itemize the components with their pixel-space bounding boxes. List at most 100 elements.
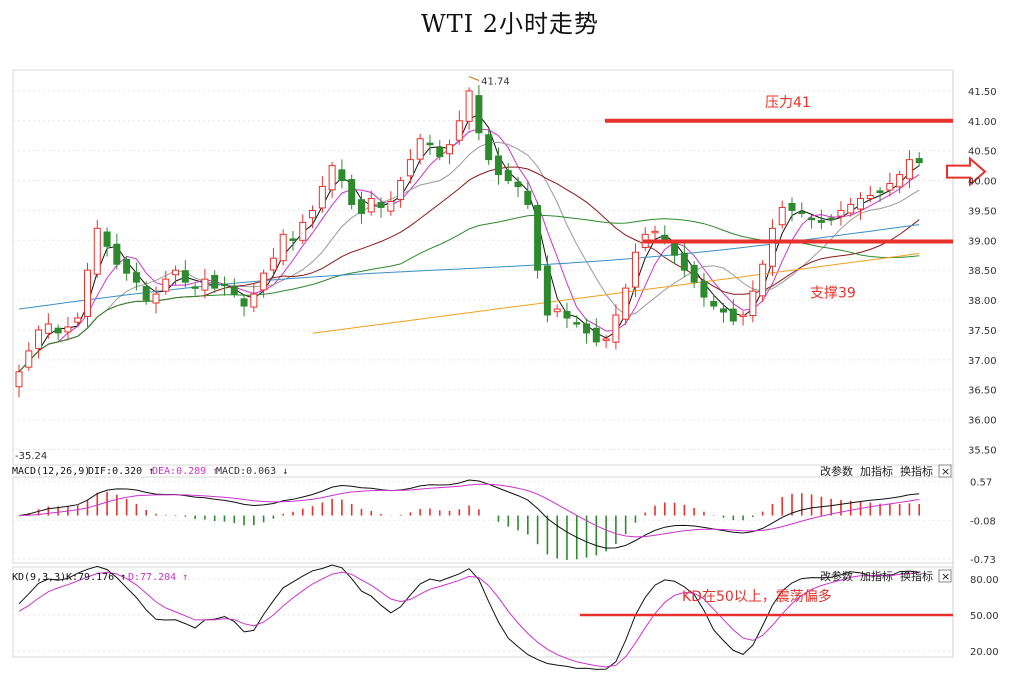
candle-body (504, 170, 512, 182)
candle-body (524, 190, 532, 205)
candle-body (896, 174, 904, 188)
candle-body (622, 287, 630, 320)
candle-body (377, 201, 385, 208)
candle-body (543, 265, 551, 316)
candle-body (680, 252, 688, 271)
price-tick-label: 38.00 (968, 296, 997, 307)
kd-tick-label: 20.00 (970, 647, 999, 658)
candle-body (866, 194, 874, 199)
candle-body (631, 251, 639, 288)
chart-frame (12, 69, 954, 658)
ma-line-10 (18, 141, 920, 373)
ma-line-40 (18, 214, 920, 373)
price-tick-label: 41.00 (968, 117, 997, 128)
candle-body (260, 272, 268, 291)
chart-title: WTI 2小时走势 (420, 10, 600, 38)
right-arrow-icon (946, 156, 987, 187)
candle-body (749, 290, 757, 317)
price-tick-label: 37.00 (968, 356, 997, 367)
ma-line-20 (18, 166, 920, 373)
candle-body (211, 275, 219, 289)
macd-label: MACD:0.063 ↓ (216, 466, 288, 477)
axes: 41.50 41.00 40.50 40.00 39.50 39.00 38.50 38.00… (15, 76, 997, 462)
candle-body (827, 217, 835, 221)
candle-body (289, 238, 297, 241)
candle-body (328, 165, 336, 191)
annotations: 压力41 支撑39 (605, 95, 987, 302)
macd-tick-label: -0.08 (970, 516, 996, 527)
candle-body (15, 371, 23, 388)
candle-body (671, 243, 679, 256)
candle-body (465, 90, 473, 122)
candle-body (103, 231, 111, 247)
price-tick-label: 39.50 (968, 206, 997, 217)
candle-body (181, 270, 189, 283)
candle-body (387, 200, 395, 212)
k-label: K:79.176 ↑ (66, 572, 126, 583)
kd-close-icon: × (941, 570, 950, 583)
candle-body (113, 243, 121, 265)
low-label: -35.24 (15, 451, 47, 462)
candles (15, 85, 923, 398)
macd-swap-button[interactable]: 换指标 (900, 464, 933, 478)
dea-line (18, 483, 920, 538)
kd-tick-label: 80.00 (970, 575, 999, 586)
candle-body (710, 301, 718, 307)
price-tick-label: 40.50 (968, 147, 997, 158)
macd-params-button[interactable]: 改参数 (820, 464, 853, 478)
macd-close-button[interactable] (938, 464, 952, 478)
candle-body (886, 183, 894, 191)
candle-body (35, 329, 43, 349)
candle-body (729, 308, 737, 322)
support-label: 支撑39 (810, 286, 856, 302)
price-tick-label: 36.50 (968, 386, 997, 397)
kd-params-button[interactable]: 改参数 (820, 569, 853, 583)
macd-header: MACD(12,26,9) (12, 466, 90, 477)
candle-body (573, 322, 581, 325)
candle-body (739, 314, 747, 318)
candle-body (690, 264, 698, 283)
candle-body (563, 311, 571, 319)
dif-label: DIF:0.320 ↑ (88, 466, 154, 477)
candle-body (230, 286, 238, 295)
k-line (18, 564, 920, 670)
kd-close-button[interactable] (938, 569, 952, 583)
price-tick-label: 39.00 (968, 236, 997, 247)
candle-body (475, 95, 483, 134)
candle-body (367, 197, 375, 213)
price-tick-label: 37.50 (968, 326, 997, 337)
candle-body (348, 179, 356, 205)
high-marker (468, 76, 480, 82)
candle-body (83, 269, 91, 317)
price-tick-label: 35.50 (968, 445, 997, 456)
candle-body (426, 142, 434, 146)
kd-tick-label: 50.00 (970, 611, 999, 622)
candle-body (700, 281, 708, 298)
candle-body (318, 186, 326, 209)
candle-body (357, 199, 365, 214)
candle-body (299, 221, 307, 241)
candle-body (651, 230, 659, 234)
candle-body (74, 317, 82, 323)
candle-body (220, 283, 228, 287)
kd-swap-button[interactable]: 换指标 (900, 569, 933, 583)
d-label: D:77.204 ↑ (128, 572, 188, 583)
candle-body (132, 272, 140, 283)
macd-close-icon: × (941, 465, 950, 478)
candle-body (612, 314, 620, 343)
grid (13, 90, 953, 450)
candle-body (602, 338, 610, 341)
candle-body (485, 134, 493, 161)
macd-add-button[interactable]: 加指标 (860, 464, 893, 478)
candle-body (93, 227, 101, 275)
candle-body (406, 159, 414, 177)
candle-body (857, 197, 865, 210)
kd-add-button[interactable]: 加指标 (860, 569, 893, 583)
d-line (18, 571, 920, 668)
candle-body (905, 159, 913, 180)
candle-body (514, 181, 522, 188)
candle-body (553, 308, 561, 313)
candle-body (152, 293, 160, 304)
candle-body (915, 158, 923, 164)
